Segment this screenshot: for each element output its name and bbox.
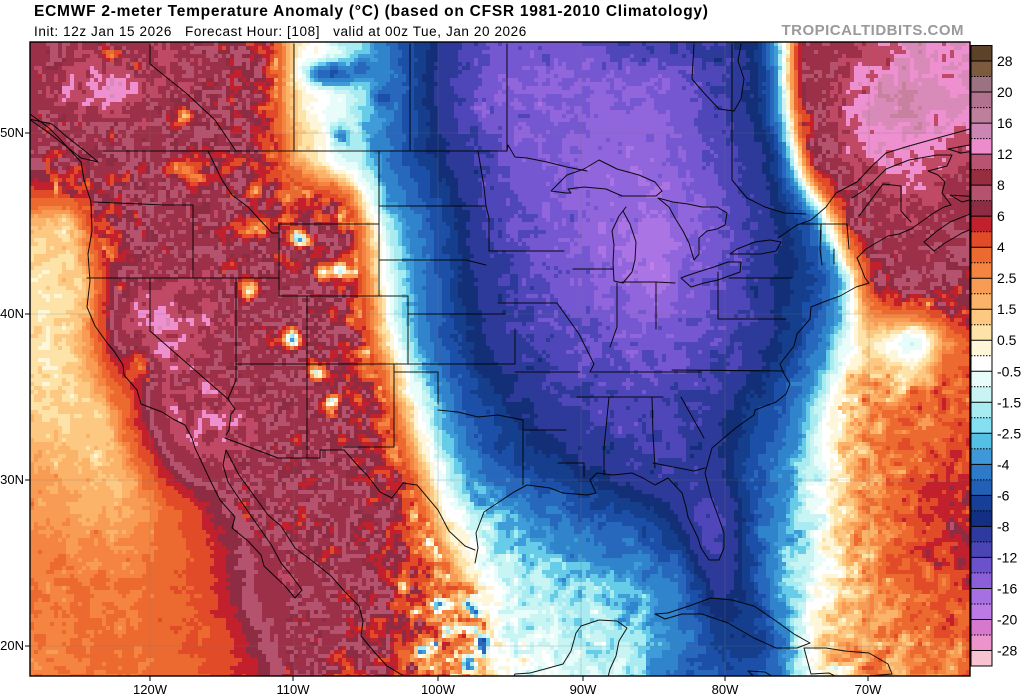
svg-text:90W: 90W xyxy=(570,682,597,696)
svg-text:-1.5: -1.5 xyxy=(997,394,1021,410)
svg-text:1.5: 1.5 xyxy=(997,301,1017,317)
svg-text:-6: -6 xyxy=(997,487,1010,503)
svg-text:50N: 50N xyxy=(0,125,24,140)
svg-text:-2.5: -2.5 xyxy=(997,425,1021,441)
svg-text:-12: -12 xyxy=(997,549,1017,565)
svg-text:100W: 100W xyxy=(421,682,456,696)
svg-text:-0.5: -0.5 xyxy=(997,363,1021,379)
svg-text:110W: 110W xyxy=(277,682,311,696)
svg-text:-20: -20 xyxy=(997,612,1017,628)
svg-text:12: 12 xyxy=(997,146,1013,162)
svg-text:-8: -8 xyxy=(997,518,1010,534)
svg-text:8: 8 xyxy=(997,177,1005,193)
svg-text:-28: -28 xyxy=(997,643,1017,659)
svg-text:-4: -4 xyxy=(997,456,1010,472)
svg-text:20: 20 xyxy=(997,84,1013,100)
svg-text:20N: 20N xyxy=(0,638,24,653)
svg-text:4: 4 xyxy=(997,239,1005,255)
svg-text:30N: 30N xyxy=(0,472,24,487)
svg-text:6: 6 xyxy=(997,208,1005,224)
svg-text:80W: 80W xyxy=(712,682,739,696)
svg-text:40N: 40N xyxy=(0,306,24,321)
svg-text:28: 28 xyxy=(997,53,1013,69)
svg-text:-16: -16 xyxy=(997,581,1017,597)
svg-text:120W: 120W xyxy=(133,682,168,696)
svg-text:16: 16 xyxy=(997,115,1013,131)
svg-text:70W: 70W xyxy=(855,682,882,696)
svg-text:0.5: 0.5 xyxy=(997,332,1017,348)
svg-text:2.5: 2.5 xyxy=(997,270,1017,286)
